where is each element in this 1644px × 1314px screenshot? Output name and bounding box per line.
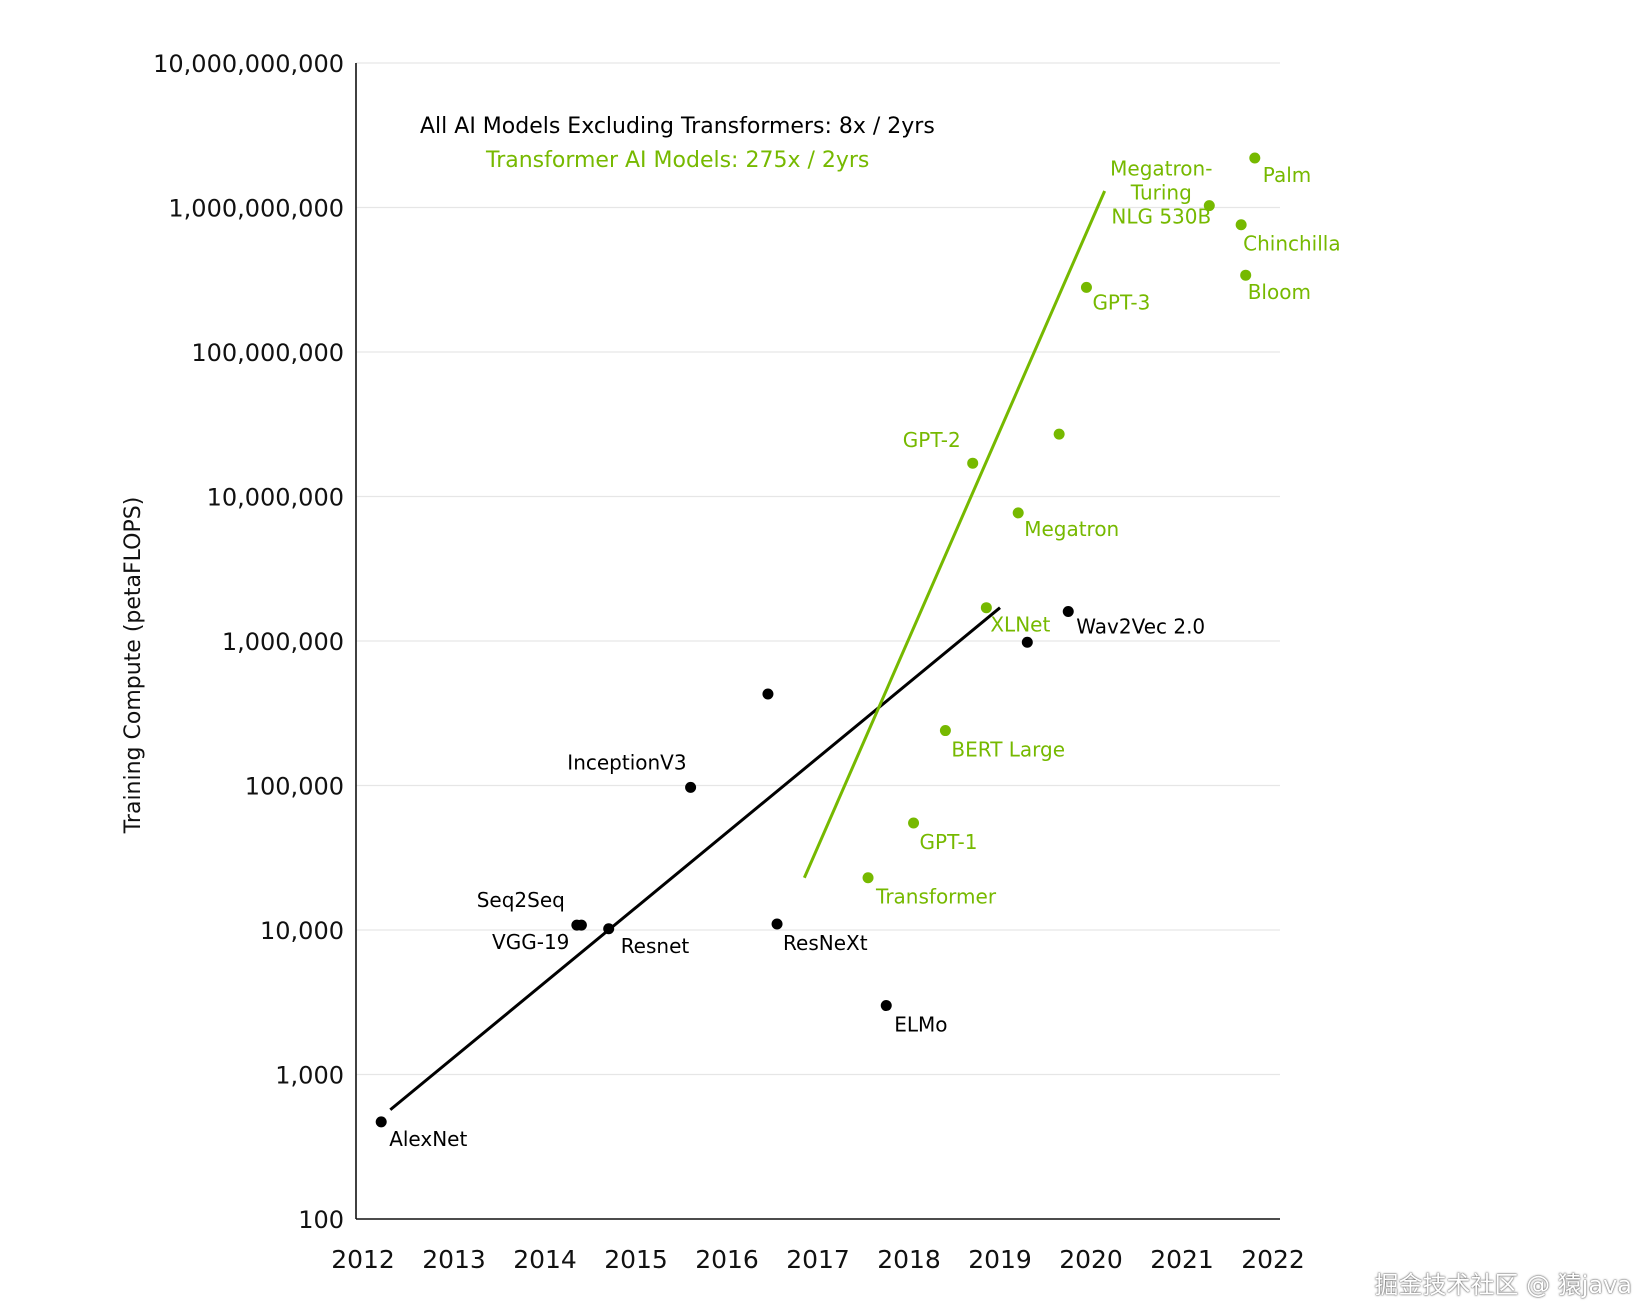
data-point [1080, 281, 1092, 293]
data-point [908, 817, 920, 829]
y-tick-label: 1,000,000,000 [168, 195, 344, 223]
x-tick-label: 2019 [968, 1245, 1032, 1274]
point-label: Bloom [1248, 280, 1311, 304]
point-label: GPT-3 [1092, 290, 1150, 314]
point-label: VGG-19 [492, 930, 569, 954]
y-axis-label: Training Compute (petaFLOPS) [121, 497, 146, 835]
point-label: Transformer [875, 885, 997, 909]
y-tick-label: 1,000 [275, 1062, 344, 1090]
data-point [1062, 606, 1074, 618]
data-point [685, 781, 697, 793]
point-label: XLNet [990, 613, 1050, 637]
data-point [603, 923, 615, 935]
data-point [980, 602, 992, 614]
x-tick-label: 2018 [877, 1245, 941, 1274]
point-label: Megatron-Turing NLG 530B [1110, 157, 1212, 229]
point-label: ResNeXt [783, 931, 868, 955]
data-point [862, 872, 874, 884]
y-tick-label: 10,000,000 [207, 484, 344, 512]
point-label: GPT-1 [920, 830, 978, 854]
data-point [375, 1116, 387, 1128]
data-point [1012, 507, 1024, 519]
x-tick-label: 2020 [1059, 1245, 1123, 1274]
grid-lines [356, 62, 1280, 1076]
data-point [880, 1000, 892, 1012]
data-point [1053, 428, 1065, 440]
y-tick-label: 100 [298, 1206, 344, 1234]
watermark: 掘金技术社区 @ 猿java [1374, 1271, 1632, 1299]
data-point [1240, 269, 1252, 281]
point-labels: AlexNet Seq2Seq VGG-19 Resnet InceptionV3 Res… [389, 157, 1340, 1151]
x-tick-label: 2012 [331, 1245, 395, 1274]
data-point [762, 688, 774, 700]
data-point [771, 918, 783, 930]
x-tick-label: 2014 [513, 1245, 577, 1274]
trend-lines [389, 190, 1107, 1111]
point-label: AlexNet [389, 1127, 467, 1151]
x-tick-label: 2022 [1241, 1245, 1305, 1274]
point-label: Wav2Vec 2.0 [1076, 615, 1205, 639]
data-point [1249, 152, 1261, 164]
data-point [1235, 219, 1247, 231]
annotation-transformer: Transformer AI Models: 275x / 2yrs [485, 148, 869, 173]
point-label: GPT-2 [903, 428, 961, 452]
y-tick-label: 10,000 [260, 917, 344, 945]
point-label: Palm [1263, 163, 1311, 187]
y-tick-label: 100,000 [245, 773, 344, 801]
y-tick-label: 100,000,000 [191, 339, 344, 367]
x-tick-label: 2013 [422, 1245, 486, 1274]
data-point [1021, 636, 1033, 648]
axes [355, 63, 1280, 1220]
point-label: Resnet [621, 934, 690, 958]
y-axis-ticks: 100 1,000 10,000 100,000 1,000,000 10,000,000… [153, 50, 344, 1234]
data-point [939, 725, 951, 737]
x-tick-label: 2016 [695, 1245, 759, 1274]
data-points [375, 152, 1261, 1128]
x-tick-label: 2021 [1150, 1245, 1214, 1274]
point-label: Chinchilla [1243, 232, 1340, 256]
point-label: ELMo [894, 1013, 947, 1037]
trend-line-non-transformer [389, 606, 1001, 1111]
x-tick-label: 2015 [604, 1245, 668, 1274]
x-tick-label: 2017 [786, 1245, 850, 1274]
point-label: InceptionV3 [567, 750, 686, 774]
data-point [967, 457, 979, 469]
trend-line-transformer [802, 190, 1107, 879]
x-axis-ticks: 2012 2013 2014 2015 2016 2017 2018 2019 2020 2021… [331, 1245, 1305, 1274]
data-point [1203, 200, 1215, 212]
point-label: Seq2Seq [477, 888, 565, 912]
point-label: Megatron [1024, 517, 1119, 541]
y-tick-label: 10,000,000,000 [153, 50, 344, 78]
annotation-non-transformer: All AI Models Excluding Transformers: 8x… [420, 114, 935, 139]
point-label: BERT Large [951, 738, 1065, 762]
data-point [575, 919, 587, 931]
y-tick-label: 1,000,000 [222, 628, 344, 656]
